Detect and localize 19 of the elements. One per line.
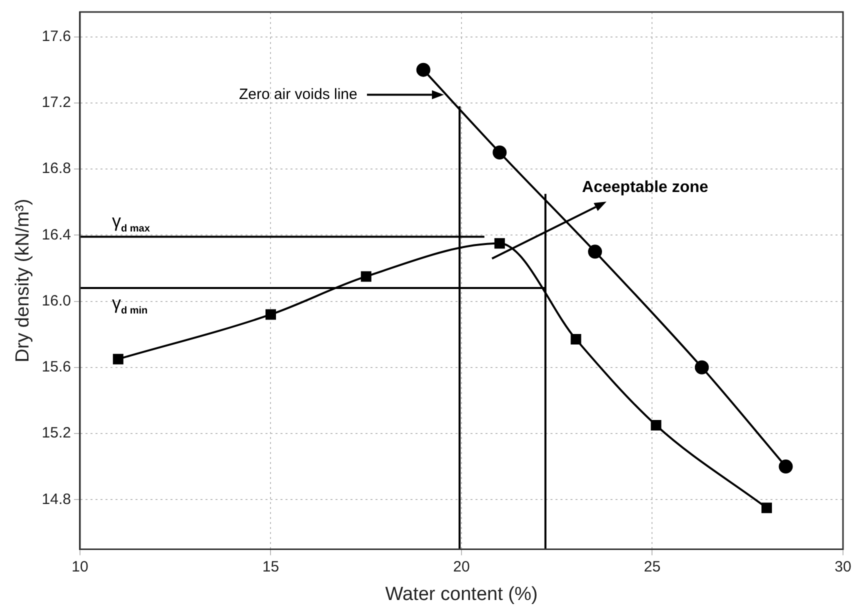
y-tick-label: 14.8: [42, 490, 71, 508]
y-tick-label: 17.2: [42, 94, 71, 112]
annotation: Zero air voids line: [238, 86, 358, 104]
y-tick-label: 16.4: [42, 226, 71, 244]
y-tick-label: 16.0: [42, 292, 71, 310]
y-tick-label: 17.6: [42, 28, 71, 45]
y-tick-label: 15.2: [42, 424, 71, 442]
x-axis-title: Water content (%): [385, 584, 538, 605]
y-tick-label: 16.8: [42, 160, 71, 178]
annotation: Aceeptable zone: [582, 178, 708, 196]
y-tick-label: 15.6: [42, 358, 71, 376]
x-tick-label: 10: [72, 558, 88, 576]
series-label: γ$_{d min}$: [112, 293, 148, 317]
series-label: γ$_{d max}$: [112, 210, 150, 234]
x-tick-label: 30: [834, 558, 852, 576]
y-axis-title: Dry density (kN/m³): [12, 198, 34, 362]
x-tick-label: 15: [262, 558, 280, 576]
x-tick-label: 25: [644, 558, 661, 576]
x-tick-label: 20: [453, 558, 470, 576]
